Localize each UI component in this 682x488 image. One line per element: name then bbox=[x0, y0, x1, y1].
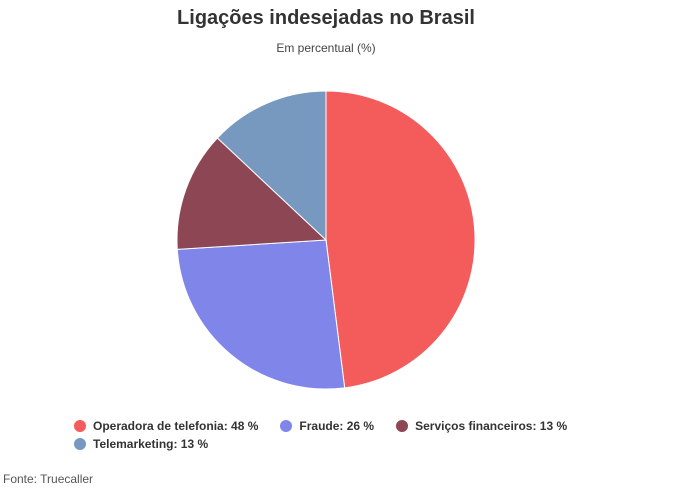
pie-slice-servicos-financeiros[interactable] bbox=[176, 137, 328, 250]
legend-marker-icon bbox=[74, 438, 86, 450]
legend-label: Telemarketing: 13 % bbox=[93, 437, 209, 451]
legend-row-1: Operadora de telefonia: 48 % Fraude: 26 … bbox=[74, 417, 634, 435]
legend-label: Serviços financeiros: 13 % bbox=[415, 419, 568, 433]
legend-item-fraude[interactable]: Fraude: 26 % bbox=[280, 419, 374, 433]
legend-marker-icon bbox=[396, 420, 409, 432]
chart-title: Ligações indesejadas no Brasil bbox=[177, 7, 475, 29]
pie-slice-operadora-de-telefonia[interactable] bbox=[325, 90, 476, 389]
chart-legend: Operadora de telefonia: 48 % Fraude: 26 … bbox=[74, 417, 634, 453]
pie-chart bbox=[176, 90, 476, 390]
legend-marker-icon bbox=[280, 420, 293, 432]
legend-row-2: Telemarketing: 13 % bbox=[74, 435, 634, 453]
legend-item-operadora[interactable]: Operadora de telefonia: 48 % bbox=[74, 419, 258, 433]
legend-label: Operadora de telefonia: 48 % bbox=[93, 419, 259, 433]
legend-label: Fraude: 26 % bbox=[299, 419, 375, 433]
source-credit: Fonte: Truecaller bbox=[3, 472, 94, 486]
legend-item-servicos-financeiros[interactable]: Serviços financeiros: 13 % bbox=[396, 419, 567, 433]
chart-subtitle: Em percentual (%) bbox=[276, 41, 376, 55]
legend-item-telemarketing[interactable]: Telemarketing: 13 % bbox=[74, 437, 208, 451]
pie-slice-telemarketing[interactable] bbox=[216, 90, 327, 242]
pie-slice-fraude[interactable] bbox=[176, 239, 346, 390]
legend-marker-icon bbox=[74, 420, 86, 432]
